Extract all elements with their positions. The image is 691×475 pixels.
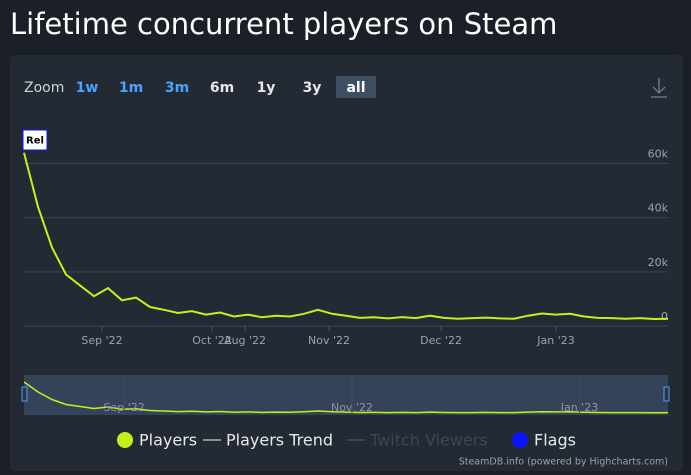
zoom-button[interactable]: 1w (76, 80, 99, 96)
legend-item[interactable]: Flags (534, 431, 576, 450)
zoom-button-bg[interactable] (336, 76, 376, 98)
y-tick-label: 0 (661, 310, 668, 323)
x-tick-label: Aug '22 (224, 334, 266, 347)
navigator-handle[interactable] (21, 386, 28, 402)
legend-symbol (117, 432, 133, 448)
x-tick-label: Nov '22 (308, 334, 350, 347)
y-tick-label: 20k (648, 256, 669, 269)
navigator-handle[interactable] (663, 386, 670, 402)
page-title: Lifetime concurrent players on Steam (10, 7, 557, 41)
legend-item[interactable]: Players Trend (226, 431, 333, 450)
x-tick-label: Dec '22 (420, 334, 462, 347)
zoom-button[interactable]: 3m (165, 80, 189, 96)
zoom-button[interactable]: 3y (303, 80, 322, 96)
legend-symbol (512, 432, 528, 448)
legend-item[interactable]: Twitch Viewers (369, 431, 488, 450)
zoom-button[interactable]: 1y (257, 80, 276, 96)
flag-label: Rel (26, 136, 44, 147)
zoom-button[interactable]: 1m (119, 80, 143, 96)
navigator-tick-label: Nov '22 (331, 401, 373, 414)
zoom-button[interactable]: all (346, 80, 365, 96)
x-tick-label: Oct '22 (192, 334, 232, 347)
icon-stroke (652, 86, 666, 95)
zoom-label: Zoom (24, 80, 64, 96)
flag-box (22, 129, 48, 151)
download-icon[interactable] (651, 78, 667, 98)
y-tick-label: 40k (648, 202, 669, 215)
x-tick-label: Sep '22 (81, 334, 122, 347)
x-tick-label: Jan '23 (536, 334, 574, 347)
credits: SteamDB.info (powered by Highcharts.com) (459, 457, 668, 468)
y-tick-label: 60k (648, 148, 669, 161)
legend-item[interactable]: Players (139, 431, 197, 450)
navigator-tick-label: Sep '22 (103, 401, 144, 414)
zoom-button[interactable]: 6m (210, 80, 234, 96)
navigator-line (23, 381, 669, 414)
chart-panel (10, 55, 683, 471)
series-line (23, 152, 669, 321)
navigator-tick-label: Jan '23 (560, 401, 598, 414)
